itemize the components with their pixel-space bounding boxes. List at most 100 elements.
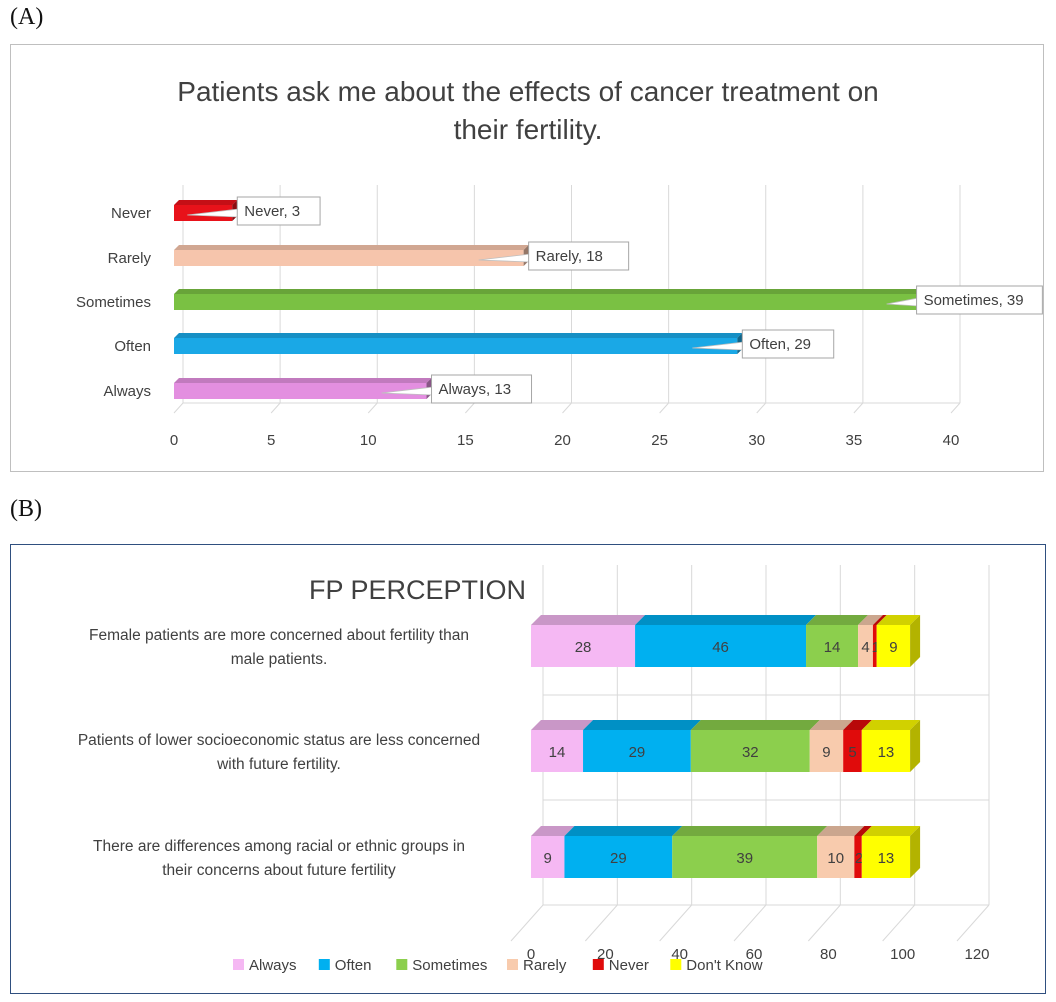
segment-always [531,625,636,667]
bar-always [174,383,427,399]
gridline-base [950,402,961,414]
segment-top-face [861,826,921,836]
category-label: Often [114,338,151,355]
data-label: Often, 29 [749,336,811,353]
gridline-base [562,402,572,414]
data-label: Sometimes, 39 [924,292,1024,309]
gridline-base [659,402,669,414]
x-tick-label: 40 [671,946,688,963]
segment-label: 14 [824,639,841,656]
segment-top-face [876,615,921,625]
data-label-box [741,329,835,359]
segment-top-face [635,615,817,625]
segment-label: 29 [629,744,646,761]
segment-top-face [817,826,865,836]
x-tick-label: 35 [846,432,863,449]
x-tick-label: 60 [746,946,763,963]
legend-swatch [318,959,330,970]
segment-never [843,730,862,772]
gridline-base [659,904,693,942]
x-tick-label: 80 [820,946,837,963]
segment-top-face [872,615,887,625]
chart-b-plot: 0 20 40 60 80 100 120 Female patients are more … [78,565,990,974]
x-tick-label: 10 [360,432,377,449]
segment-top-face [583,720,701,730]
segment-label: 10 [827,850,844,867]
data-label: Rarely, 18 [536,248,603,265]
category-label: Never [111,205,151,222]
gridline-base [173,402,184,414]
category-label-line: Female patients are more concerned about… [89,627,469,644]
gridline-base [882,904,916,942]
segment-top-face [809,720,854,730]
segment-never [854,836,862,878]
panel-b-label: (B) [10,496,42,522]
x-tick-label: 15 [457,432,474,449]
segment-sometimes [806,625,859,667]
x-tick-label: 30 [748,432,765,449]
category-label-line: male patients. [231,651,328,668]
chart-b-frame: FP PERCEPTION 0 20 40 60 80 100 120 Female pati… [10,544,1046,994]
x-tick-label: 20 [554,432,571,449]
segment-label: 32 [742,744,759,761]
legend-label: Never [609,957,649,974]
segment-label: 1 [872,639,880,656]
legend-swatch [592,959,604,970]
category-label: Sometimes [76,294,151,311]
segment-never [872,625,877,667]
legend-swatch [670,959,682,970]
gridline-base [367,402,378,414]
segment-top-face [858,615,883,625]
segment-label: 29 [610,850,627,867]
legend-swatch [233,959,244,970]
segment-always [531,836,565,878]
segment-top-face [531,720,594,730]
segment-top-face [564,826,683,836]
bar-top-face [174,245,529,250]
segment-label: 5 [848,744,856,761]
chart-a-plot: 0 5 10 15 20 25 30 35 40 Never Never, 3 Rarely Rarel… [76,185,1043,449]
segment-always [531,730,584,772]
segment-end-face [910,615,921,667]
legend-label: Rarely [523,957,567,974]
segment-label: 9 [822,744,830,761]
category-label-line: There are differences among racial or et… [93,838,465,855]
category-label-line: their concerns about future fertility [162,862,396,879]
chart-a-title-line-2: their fertility. [453,114,603,145]
segment-label: 13 [878,744,895,761]
data-label-box [431,374,533,404]
x-tick-label: 120 [964,946,989,963]
gridline-base [510,904,544,942]
data-label: Always, 13 [439,381,512,398]
legend-swatch [396,959,408,970]
legend-label: Always [249,957,297,974]
category-label-line: Patients of lower socioeconomic status a… [78,732,480,749]
bar-often [174,338,738,354]
chart-a-frame: Patients ask me about the effects of can… [10,44,1044,472]
segment-end-face [910,720,921,772]
segment-top-face [531,826,575,836]
segment-don-t-know [861,836,911,878]
x-tick-label: 0 [170,432,178,449]
x-tick-label: 100 [890,946,915,963]
segment-top-face [843,720,872,730]
legend-label: Don't Know [686,957,762,974]
gridline-base [733,904,767,942]
segment-label: 14 [549,744,566,761]
segment-sometimes [690,730,810,772]
bar-top-face [174,289,937,294]
data-label-box [236,196,321,226]
data-label-box [916,285,1043,315]
segment-label: 39 [736,850,753,867]
segment-top-face [672,826,828,836]
bar-top-face [174,200,238,205]
bar-rarely [174,250,524,266]
legend-swatch [507,959,518,970]
gridline-base [584,904,618,942]
segment-rarely [817,836,855,878]
gridline-base [956,904,990,942]
segment-rarely [809,730,844,772]
chart-b-title: FP PERCEPTION [309,575,527,605]
segment-label: 2 [855,850,863,867]
segment-label: 9 [544,850,552,867]
